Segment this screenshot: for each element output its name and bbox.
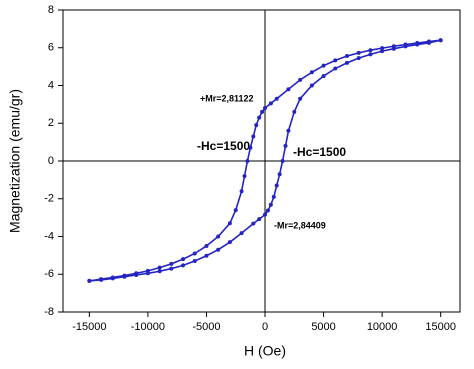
x-tick-label: 10000 [367, 321, 398, 333]
x-tick-label: -10000 [131, 321, 165, 333]
y-tick-label: -4 [44, 230, 54, 242]
annotation: -Hc=1500 [293, 145, 346, 159]
point [292, 109, 297, 114]
point [309, 70, 314, 75]
point [181, 263, 186, 268]
point [204, 253, 209, 258]
point [233, 208, 238, 213]
point [192, 259, 197, 264]
point [268, 101, 273, 106]
point [426, 40, 431, 45]
point [321, 63, 326, 68]
point [251, 221, 256, 226]
point [415, 42, 420, 47]
point [380, 49, 385, 54]
point [260, 109, 265, 114]
annotation: -Mr=2,84409 [274, 220, 326, 230]
y-tick-label: 4 [48, 79, 54, 91]
y-tick-label: 0 [48, 155, 54, 167]
point [110, 276, 115, 281]
point [204, 243, 209, 248]
point [242, 174, 247, 179]
point [280, 159, 285, 163]
y-tick-label: -2 [44, 193, 54, 205]
point [344, 54, 349, 59]
point [344, 60, 349, 65]
x-tick-label: 0 [262, 321, 268, 333]
point [254, 123, 259, 128]
point [368, 52, 373, 57]
point [391, 46, 396, 51]
point [263, 105, 268, 110]
point [333, 66, 338, 71]
x-tick-label: -5000 [192, 321, 220, 333]
x-tick-label: -15000 [72, 321, 106, 333]
point [239, 189, 244, 194]
point [265, 208, 270, 213]
x-tick-label: 5000 [311, 321, 335, 333]
annotation: +Mr=2,81122 [200, 93, 254, 103]
point [283, 143, 288, 148]
point [368, 48, 373, 53]
point [321, 74, 326, 79]
point [356, 50, 361, 55]
point [87, 278, 92, 283]
point [157, 265, 162, 270]
point [274, 96, 279, 101]
point [298, 77, 303, 82]
point [122, 274, 127, 279]
point [99, 277, 104, 282]
point [245, 159, 250, 163]
point [181, 257, 186, 262]
point [268, 202, 273, 207]
point [192, 251, 197, 256]
point [216, 234, 221, 239]
point [403, 44, 408, 49]
point [380, 46, 385, 51]
point [438, 38, 443, 43]
y-tick-label: 6 [48, 42, 54, 54]
point [286, 128, 291, 133]
point [169, 266, 174, 271]
y-tick-label: 8 [48, 4, 54, 16]
point [257, 115, 262, 120]
point [277, 172, 282, 177]
point [274, 183, 279, 188]
y-tick-label: -8 [44, 306, 54, 318]
point [216, 247, 221, 252]
point [263, 212, 268, 217]
point [248, 145, 253, 150]
y-axis-label: Magnetization (emu/gr) [7, 89, 23, 233]
point [271, 194, 276, 199]
point [134, 273, 139, 278]
point [227, 221, 232, 226]
x-axis-label: H (Oe) [244, 343, 286, 359]
y-tick-label: 2 [48, 117, 54, 129]
point [157, 269, 162, 274]
point [227, 240, 232, 245]
point [286, 87, 291, 92]
point [145, 271, 150, 276]
point [333, 58, 338, 63]
point [251, 134, 256, 139]
point [257, 217, 262, 222]
y-tick-label: -6 [44, 268, 54, 280]
point [169, 261, 174, 266]
annotation: -Hc=1500 [197, 139, 250, 153]
point [298, 96, 303, 101]
point [239, 231, 244, 236]
point [309, 83, 314, 88]
point [356, 56, 361, 61]
x-tick-label: 15000 [425, 321, 456, 333]
